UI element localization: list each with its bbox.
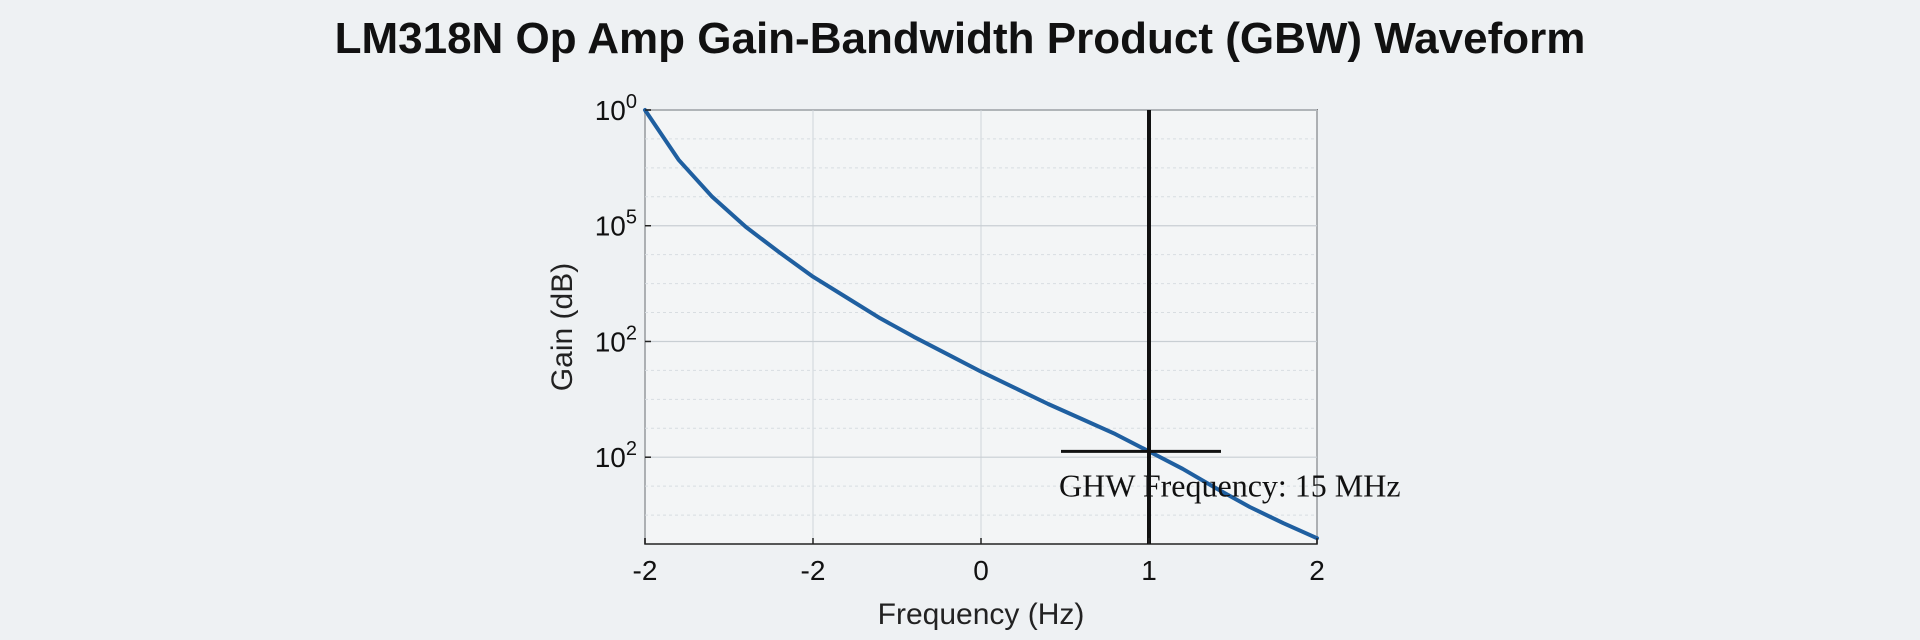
y-tick-label: 100 (595, 91, 637, 126)
chart-title: LM318N Op Amp Gain-Bandwidth Product (GB… (334, 14, 1586, 63)
x-tick-label: 1 (1141, 555, 1157, 586)
y-axis-label: Gain (dB) (546, 263, 579, 391)
gain-curve (643, 108, 1319, 541)
y-ticks: 100 105 102 102 (595, 91, 651, 473)
x-tick-label: -2 (801, 555, 826, 586)
x-tick-label: 0 (973, 555, 989, 586)
x-tick-label: -2 (633, 555, 658, 586)
x-axis-label: Frequency (Hz) (878, 598, 1085, 631)
y-tick-label: 102 (595, 438, 637, 473)
y-tick-label: 105 (595, 207, 637, 242)
gbw-annotation: GHW Frequency: 15 MHz (1059, 467, 1401, 503)
x-tick-label: 2 (1309, 555, 1325, 586)
x-ticks: -2 -2 0 1 2 (633, 538, 1325, 586)
y-tick-label: 102 (595, 322, 637, 357)
